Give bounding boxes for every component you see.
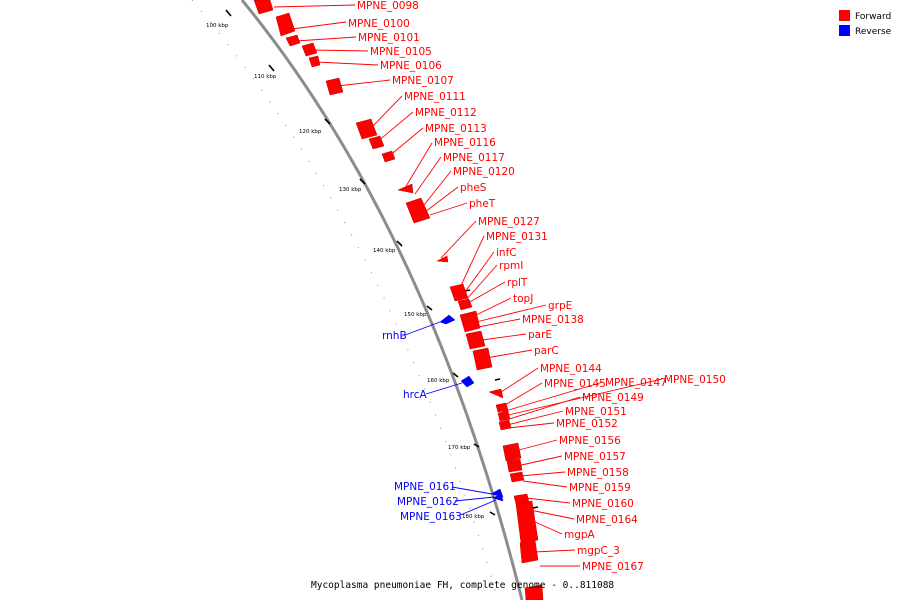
gene-label-forward: MPNE_0149 — [582, 392, 644, 404]
gene-label-forward: MPNE_0147 — [605, 377, 667, 389]
genome-caption: Mycoplasma pneumoniae FH, complete genom… — [311, 580, 614, 591]
gene-label-forward: parC — [534, 345, 559, 357]
gene-label-forward: topJ — [513, 293, 533, 305]
gene-label-reverse: MPNE_0163 — [400, 511, 462, 523]
gene-label-forward: MPNE_0156 — [559, 435, 621, 447]
gene-label-forward: MPNE_0159 — [569, 482, 631, 494]
gene-label-forward: MPNE_0120 — [453, 166, 515, 178]
gene-label-forward: MPNE_0160 — [572, 498, 634, 510]
gene-label-forward: MPNE_0127 — [478, 216, 540, 228]
scale-label: 120 kbp — [299, 129, 322, 135]
scale-ticks — [225, 9, 496, 516]
gene-label-forward: MPNE_0098 — [357, 0, 419, 12]
gene-label-forward: MPNE_0116 — [434, 137, 496, 149]
gene-label-forward: MPNE_0113 — [425, 123, 487, 135]
gene-label-forward: MPNE_0151 — [565, 406, 627, 418]
gene-label-reverse: hrcA — [403, 389, 428, 401]
inner-scale-dots — [191, 0, 499, 600]
scale-label: 150 kbp — [404, 312, 427, 318]
legend-reverse-swatch — [839, 25, 850, 36]
gene-label-reverse: MPNE_0161 — [394, 481, 456, 493]
gene-label-forward: parE — [528, 329, 552, 341]
gene-label-forward: MPNE_0158 — [567, 467, 629, 479]
scale-label: 160 kbp — [427, 378, 450, 384]
gene-label-forward: MPNE_0150 — [664, 374, 726, 386]
gene-label-reverse: rnhB — [382, 330, 407, 342]
gene-label-forward: MPNE_0138 — [522, 314, 584, 326]
gene-label-forward: MPNE_0106 — [380, 60, 442, 72]
gene-label-forward: MPNE_0131 — [486, 231, 548, 243]
gene-label-forward: MPNE_0107 — [392, 75, 454, 87]
gene-label-forward: grpE — [548, 300, 572, 312]
gene-label-forward: MPNE_0100 — [348, 18, 410, 30]
scale-label: 100 kbp — [206, 23, 229, 29]
scale-label: 170 kbp — [448, 445, 471, 451]
gene-label-reverse: MPNE_0162 — [397, 496, 459, 508]
legend-forward-label: Forward — [855, 12, 891, 22]
gene-label-forward: MPNE_0167 — [582, 561, 644, 573]
gene-label-forward: rplT — [507, 277, 528, 289]
gene-label-forward: MPNE_0105 — [370, 46, 432, 58]
gene-label-forward: MPNE_0152 — [556, 418, 618, 430]
genome-backbone — [240, 0, 524, 600]
gene-label-forward: rpmI — [499, 260, 523, 272]
gene-label-forward: mgpC_3 — [577, 545, 620, 557]
scale-label: 130 kbp — [339, 187, 362, 193]
gene-label-forward: MPNE_0164 — [576, 514, 638, 526]
forward-gene-blocks — [253, 0, 544, 600]
reverse-gene-blocks — [439, 314, 504, 502]
gene-label-forward: MPNE_0144 — [540, 363, 602, 375]
gene-label-forward: MPNE_0101 — [358, 32, 420, 44]
legend: Forward Reverse — [839, 10, 892, 37]
reverse-leader-lines — [404, 321, 497, 517]
gene-label-forward: MPNE_0117 — [443, 152, 505, 164]
gene-label-forward: pheS — [460, 182, 487, 194]
gene-label-forward: MPNE_0112 — [415, 107, 477, 119]
gene-label-forward: infC — [496, 247, 517, 259]
scale-label: 180 kbp — [462, 514, 485, 520]
gene-label-forward: MPNE_0145 — [544, 378, 606, 390]
legend-forward-swatch — [839, 10, 850, 21]
gene-label-forward: pheT — [469, 198, 496, 210]
scale-label: 110 kbp — [254, 74, 277, 80]
gene-label-forward: MPNE_0157 — [564, 451, 626, 463]
gene-label-forward: MPNE_0111 — [404, 91, 466, 103]
scale-label: 140 kbp — [373, 248, 396, 254]
forward-leader-lines — [273, 4, 663, 567]
gene-label-forward: mgpA — [564, 529, 596, 541]
legend-reverse-label: Reverse — [855, 27, 892, 37]
